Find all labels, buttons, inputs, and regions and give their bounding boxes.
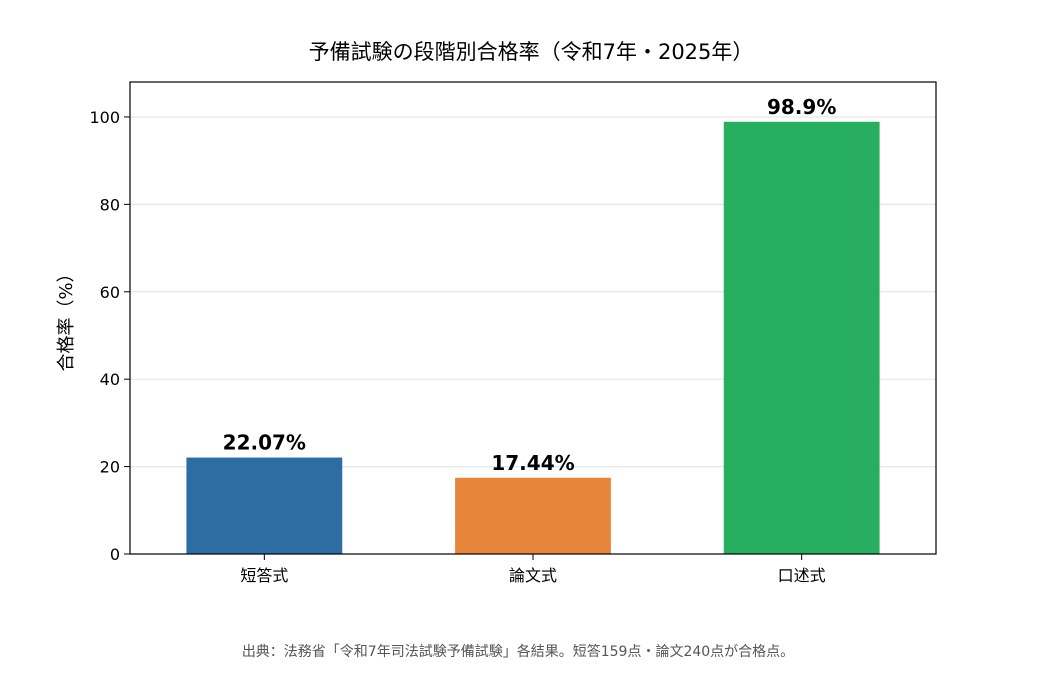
bar-value-label: 22.07%: [223, 431, 306, 455]
source-note: 出典：法務省「令和7年司法試験予備試験」各結果。短答159点・論文240点が合格…: [242, 643, 794, 660]
bar: [186, 457, 343, 554]
bar-value-label: 98.9%: [767, 95, 836, 119]
bar: [455, 477, 611, 554]
x-axis-ticks: 短答式 論文式 口述式: [240, 554, 826, 585]
x-tick-label: 口述式: [778, 566, 826, 585]
y-tick-label: 20: [100, 458, 120, 477]
bar-value-label: 17.44%: [491, 451, 574, 475]
bar: [723, 121, 880, 554]
y-axis-label: 合格率（%）: [56, 264, 77, 371]
y-axis-ticks: 0 20 40 60 80 100: [89, 108, 130, 564]
y-tick-label: 80: [100, 195, 120, 214]
x-tick-label: 短答式: [240, 566, 288, 585]
y-tick-label: 60: [100, 283, 120, 302]
chart-title: 予備試験の段階別合格率（令和7年・2025年）: [309, 40, 754, 64]
y-tick-label: 100: [89, 108, 120, 127]
y-tick-label: 40: [100, 370, 120, 389]
bar-value-labels: 22.07% 17.44% 98.9%: [223, 95, 837, 475]
y-tick-label: 0: [110, 545, 120, 564]
bars: [186, 121, 880, 554]
x-tick-label: 論文式: [509, 566, 557, 585]
